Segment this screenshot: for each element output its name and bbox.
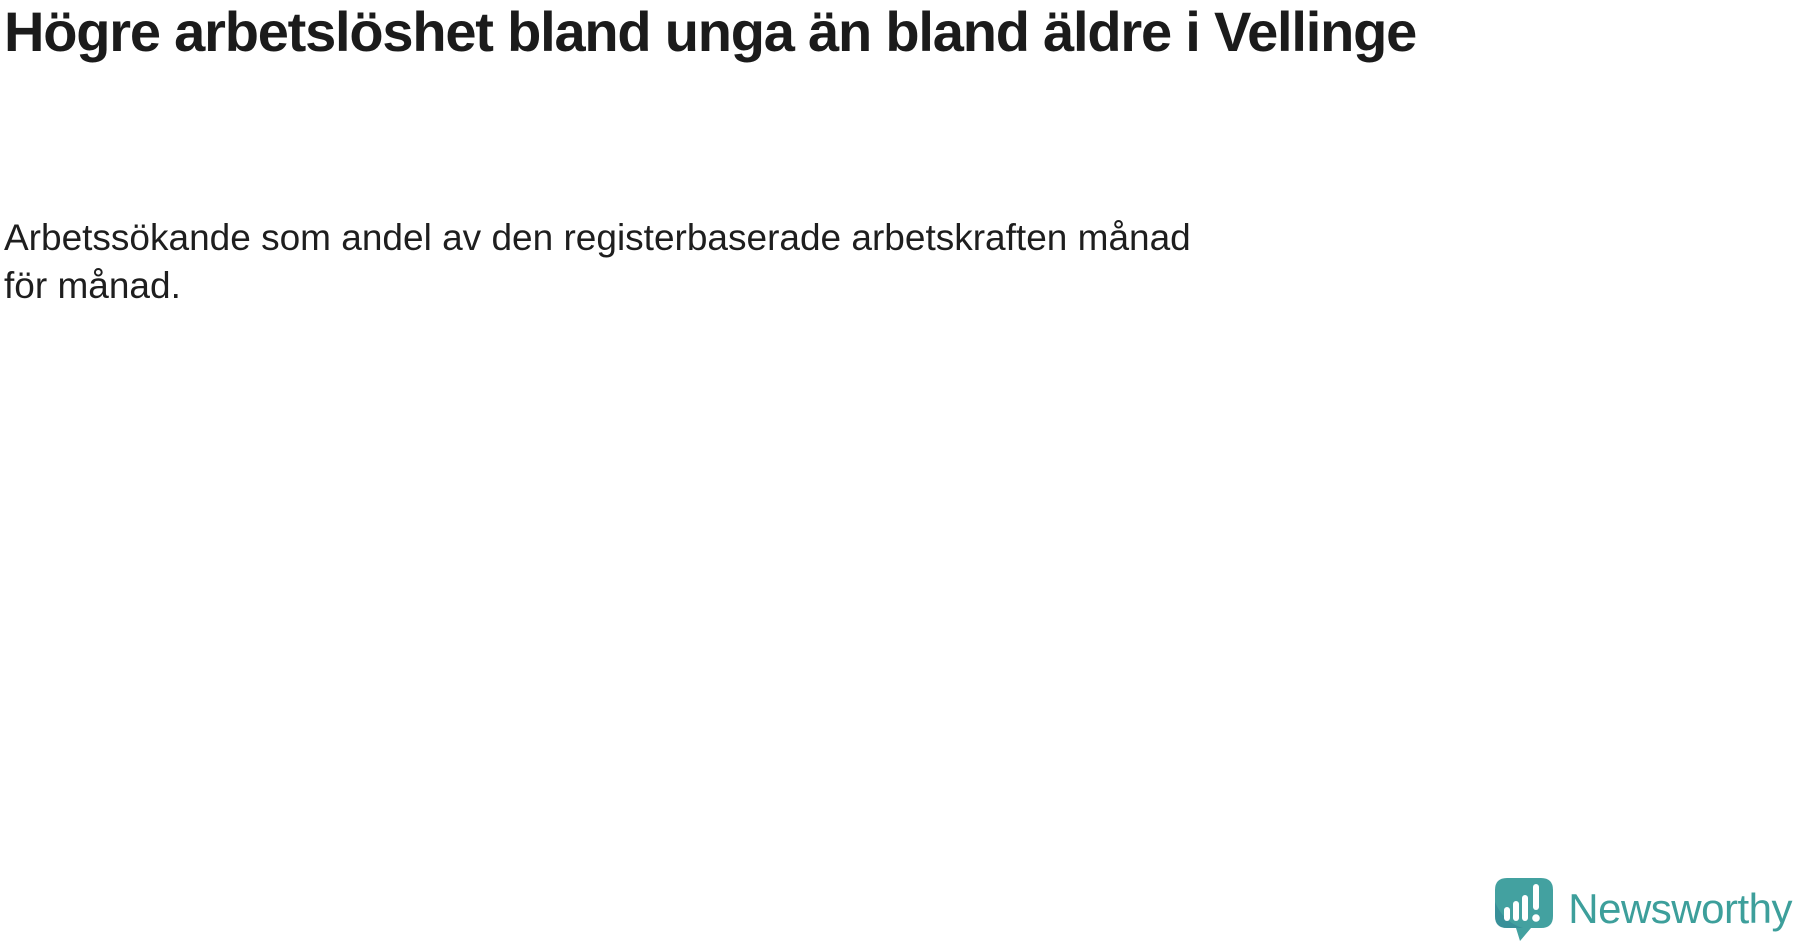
logo-exclamation-bar <box>1533 884 1540 910</box>
page-title: Högre arbetslöshet bland unga än bland ä… <box>4 0 1417 63</box>
logo-shade <box>1495 902 1524 928</box>
page-subtitle: Arbetssökande som andel av den registerb… <box>4 217 1191 307</box>
newsworthy-wordmark: Newsworthy <box>1568 885 1792 932</box>
newsworthy-logo: Newsworthy <box>1493 876 1792 942</box>
logo-exclamation-dot <box>1532 914 1541 922</box>
newsworthy-icon <box>1495 878 1554 941</box>
logo-bar-3 <box>1522 895 1529 921</box>
logo-bar-2 <box>1513 901 1520 921</box>
logo-bar-1 <box>1504 907 1511 921</box>
